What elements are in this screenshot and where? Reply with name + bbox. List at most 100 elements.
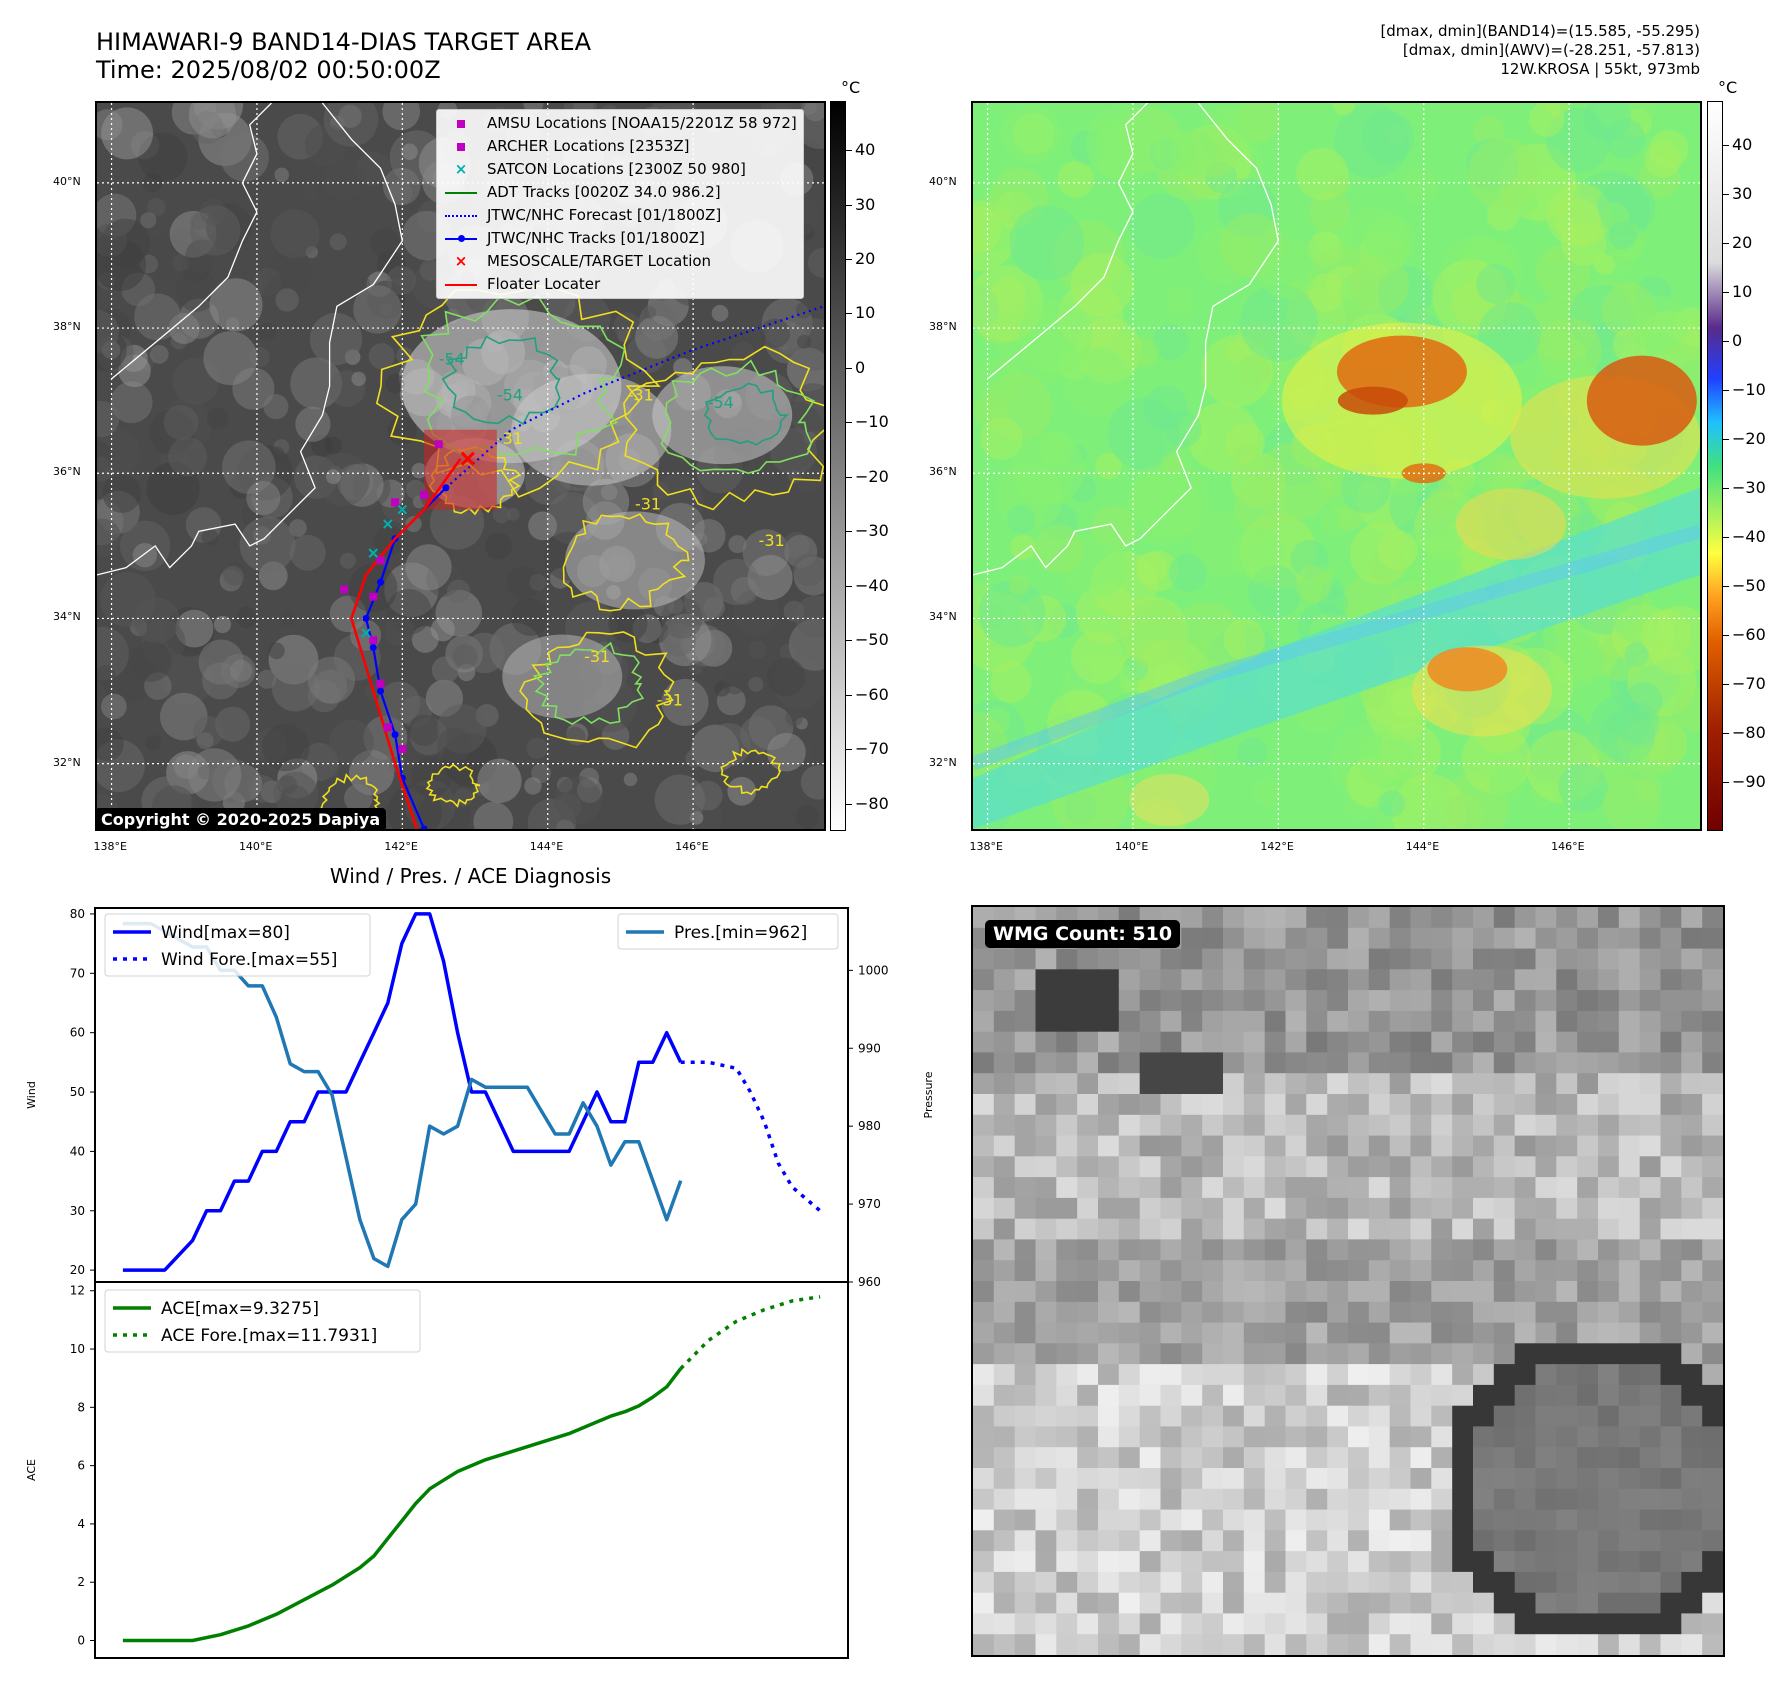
- wmg-pixel: [1577, 1468, 1599, 1490]
- wmg-pixel: [1348, 1094, 1370, 1116]
- wmg-pixel: [1493, 1156, 1516, 1178]
- wmg-pixel: [1473, 927, 1495, 950]
- cloud-texture: [190, 205, 241, 256]
- colorbar-tick-label: −30: [1732, 478, 1766, 498]
- wmg-pixel: [1056, 1634, 1078, 1655]
- wmg-pixel: [1035, 948, 1057, 970]
- wmg-pixel: [1514, 1634, 1537, 1655]
- wmg-pixel: [973, 1468, 995, 1490]
- wmg-pixel: [1264, 1384, 1287, 1407]
- legend-label: MESOSCALE/TARGET Location: [487, 252, 712, 270]
- wmg-pixel: [1681, 1135, 1703, 1157]
- wmg-pixel: [1223, 1135, 1245, 1157]
- wmg-pixel: [1389, 1447, 1412, 1469]
- wmg-pixel: [1223, 1197, 1245, 1220]
- contour-label: -31: [628, 386, 654, 405]
- cloud-texture: [268, 642, 285, 660]
- wmg-pixel: [1056, 1239, 1078, 1261]
- wmg-pixel: [1702, 1239, 1723, 1261]
- wmg-pixel: [1285, 1322, 1307, 1344]
- moisture-texture: [1095, 452, 1122, 480]
- wmg-pixel: [1452, 1177, 1474, 1199]
- wmg-pixel: [1306, 948, 1328, 970]
- wmg-pixel: [1452, 969, 1474, 991]
- wmg-pixel: [1368, 1010, 1391, 1033]
- wmg-pixel: [1556, 1239, 1578, 1261]
- wmg-pixel: [1139, 948, 1162, 970]
- wmg-pixel: [1410, 1530, 1432, 1552]
- wmg-pixel: [1618, 990, 1641, 1012]
- wmg-pixel: [1160, 1488, 1182, 1511]
- wmg-pixel: [1223, 1260, 1245, 1282]
- wmg-pixel: [1118, 1177, 1141, 1199]
- wmg-pixel: [1077, 1052, 1099, 1074]
- wmg-pixel: [1014, 1447, 1037, 1469]
- wmg-pixel: [1139, 1073, 1162, 1095]
- wmg-pixel: [1264, 1447, 1287, 1469]
- cloud-mass: [502, 634, 623, 719]
- wmg-pixel: [1243, 1031, 1266, 1054]
- wmg-pixel: [1514, 1156, 1537, 1178]
- wmg-pixel: [1535, 1488, 1557, 1511]
- wmg-pixel: [973, 1322, 995, 1344]
- cloud-texture: [529, 573, 547, 591]
- cloud-texture: [209, 278, 263, 332]
- cloud-texture: [748, 676, 764, 692]
- wmg-pixel: [1035, 1530, 1057, 1552]
- wmg-pixel: [1264, 1426, 1287, 1448]
- wmg-pixel: [1223, 1073, 1245, 1095]
- wmg-pixel: [1223, 1010, 1245, 1033]
- wmg-pixel: [1035, 1468, 1057, 1490]
- colorbar-tick-label: −50: [1732, 576, 1766, 596]
- wmg-pixel: [1368, 1488, 1391, 1511]
- target-location-marker: [460, 451, 475, 466]
- wmg-pixel: [1327, 1509, 1349, 1531]
- wmg-pixel: [1535, 969, 1557, 991]
- wmg-pixel: [1285, 948, 1307, 970]
- wmg-pixel: [973, 1301, 995, 1324]
- wmg-pixel: [1535, 1364, 1557, 1386]
- wmg-pixel: [973, 1343, 995, 1365]
- wmg-pixel: [1556, 1322, 1578, 1344]
- wmg-pixel: [1306, 1571, 1328, 1594]
- wmg-pixel: [1035, 1094, 1057, 1116]
- wmg-pixel: [1681, 1592, 1703, 1615]
- wmg-pixel: [1702, 1509, 1723, 1531]
- wmg-pixel: [1306, 1177, 1328, 1199]
- cloud-texture: [289, 519, 307, 537]
- colorbar-tick: [846, 150, 852, 152]
- cloud-texture: [373, 525, 405, 556]
- wmg-pixel: [1556, 1530, 1578, 1552]
- wmg-pixel: [1535, 1197, 1557, 1220]
- wmg-pixel: [1014, 1239, 1037, 1261]
- wmg-pixel: [993, 1551, 1016, 1573]
- wmg-pixel: [1306, 1426, 1328, 1448]
- colorbar-tick: [846, 640, 852, 642]
- wmg-pixel: [1535, 1239, 1557, 1261]
- wmg-pixel: [1285, 1405, 1307, 1428]
- wmg-pixel: [1535, 1571, 1557, 1594]
- colorbar-tick-label: −20: [1732, 429, 1766, 449]
- wmg-pixel: [1452, 1073, 1474, 1095]
- wmg-pixel: [1223, 1488, 1245, 1511]
- wmg-pixel: [1681, 1426, 1703, 1448]
- wmg-pixel: [1181, 1281, 1203, 1303]
- colorbar-tick: [846, 313, 852, 315]
- pressure-tick-label: 980: [858, 1119, 881, 1133]
- wmg-pixel: [1014, 1592, 1037, 1615]
- wmg-pixel: [1306, 1343, 1328, 1365]
- cloud-texture: [703, 596, 726, 619]
- wmg-pixel: [1077, 1530, 1099, 1552]
- wmg-pixel: [1306, 1135, 1328, 1157]
- wmg-pixel: [1681, 1156, 1703, 1178]
- wmg-pixel: [1285, 1260, 1307, 1282]
- wmg-pixel: [993, 1364, 1016, 1386]
- wmg-pixel: [1660, 1322, 1682, 1344]
- wmg-pixel: [1431, 1405, 1453, 1428]
- wmg-pixel: [973, 1010, 995, 1033]
- legend-symbol: [443, 191, 479, 194]
- wmg-pixel: [1035, 1135, 1057, 1157]
- wmg-pixel: [993, 990, 1016, 1012]
- cloud-texture: [270, 209, 320, 259]
- map-legend: AMSU Locations [NOAA15/2201Z 58 972] ARCH…: [436, 109, 804, 299]
